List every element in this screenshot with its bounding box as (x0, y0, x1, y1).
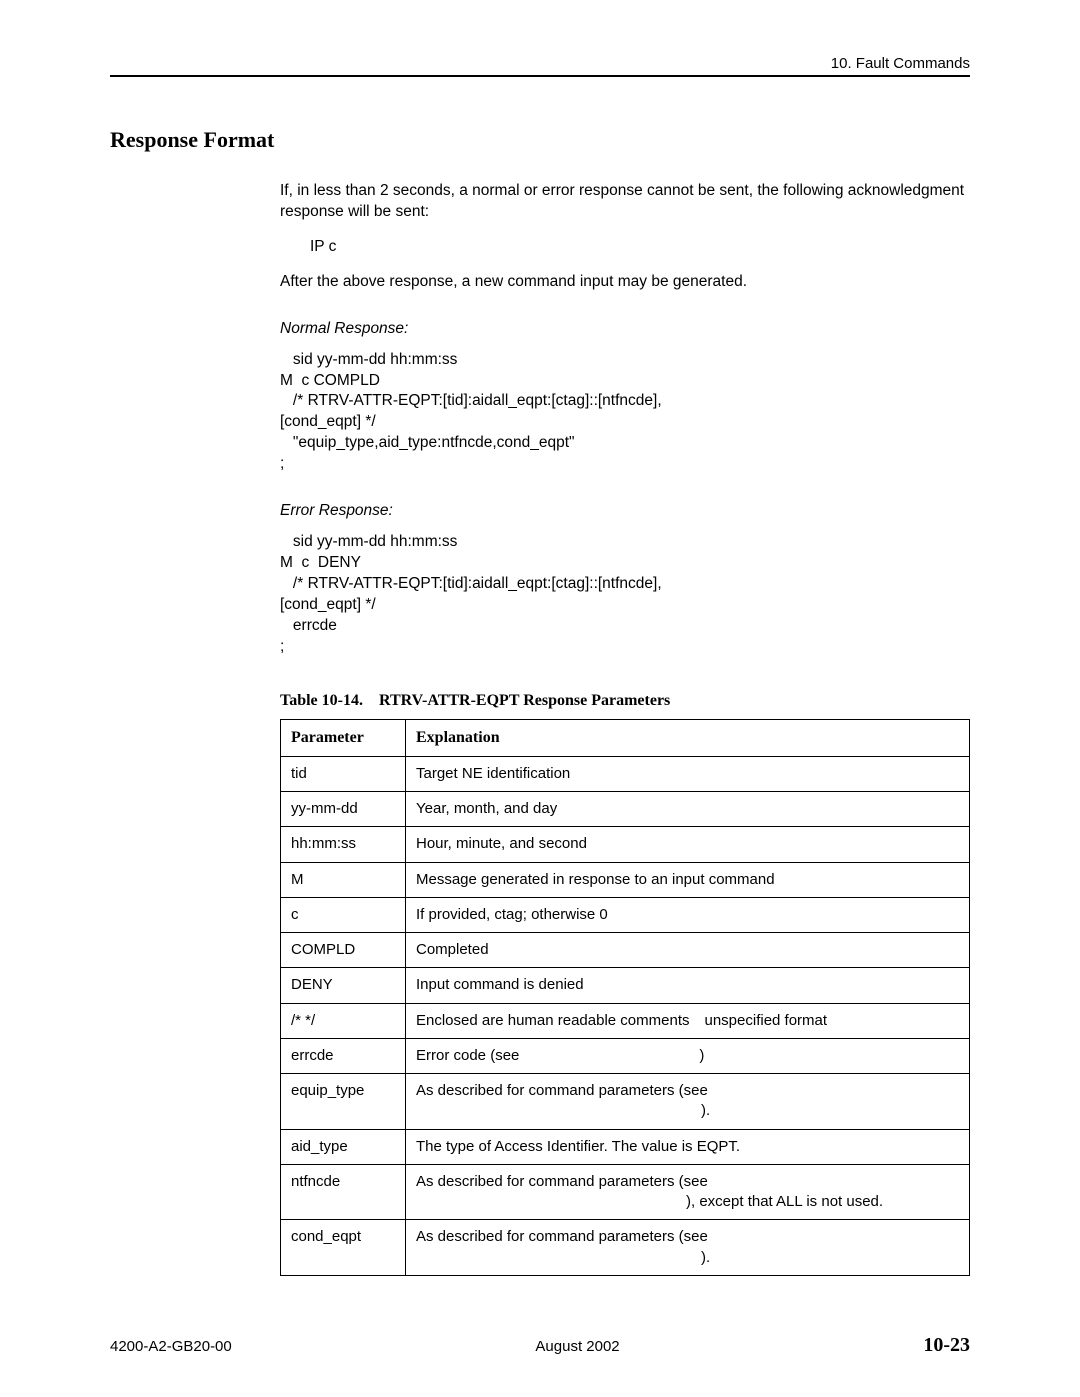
table-row: tidTarget NE identification (281, 756, 970, 791)
table-cell-parameter: aid_type (281, 1129, 406, 1164)
table-row: ntfncdeAs described for command paramete… (281, 1164, 970, 1220)
normal-response-code: sid yy-mm-dd hh:mm:ss M c COMPLD /* RTRV… (280, 350, 970, 476)
body-content: If, in less than 2 seconds, a normal or … (280, 181, 970, 1276)
table-header-parameter: Parameter (281, 720, 406, 757)
table-cell-parameter: yy-mm-dd (281, 792, 406, 827)
response-parameters-table: Parameter Explanation tidTarget NE ident… (280, 719, 970, 1276)
table-cell-explanation: Target NE identification (406, 756, 970, 791)
table-cell-parameter: cond_eqpt (281, 1220, 406, 1276)
table-cell-parameter: hh:mm:ss (281, 827, 406, 862)
table-cell-explanation: Error code (see ) (406, 1038, 970, 1073)
error-response-code: sid yy-mm-dd hh:mm:ss M c DENY /* RTRV-A… (280, 532, 970, 658)
footer-doc-id: 4200-A2-GB20-00 (110, 1338, 232, 1355)
table-cell-parameter: M (281, 862, 406, 897)
table-row: cIf provided, ctag; otherwise 0 (281, 897, 970, 932)
table-row: hh:mm:ssHour, minute, and second (281, 827, 970, 862)
table-header-row: Parameter Explanation (281, 720, 970, 757)
table-cell-explanation: Completed (406, 933, 970, 968)
table-cell-explanation: As described for command parameters (see… (406, 1074, 970, 1130)
ack-response-code: IP c (310, 237, 970, 258)
table-cell-explanation: Hour, minute, and second (406, 827, 970, 862)
table-cell-explanation: As described for command parameters (see… (406, 1164, 970, 1220)
footer-date: August 2002 (535, 1338, 619, 1355)
table-cell-parameter: DENY (281, 968, 406, 1003)
table-cell-parameter: errcde (281, 1038, 406, 1073)
table-row: yy-mm-ddYear, month, and day (281, 792, 970, 827)
table-header-explanation: Explanation (406, 720, 970, 757)
error-response-label: Error Response: (280, 501, 970, 522)
table-cell-parameter: tid (281, 756, 406, 791)
table-cell-parameter: /* */ (281, 1003, 406, 1038)
table-row: aid_typeThe type of Access Identifier. T… (281, 1129, 970, 1164)
chapter-label: 10. Fault Commands (831, 55, 970, 72)
intro-paragraph: If, in less than 2 seconds, a normal or … (280, 181, 970, 223)
table-row: equip_typeAs described for command param… (281, 1074, 970, 1130)
page-header: 10. Fault Commands (110, 55, 970, 77)
table-cell-parameter: ntfncde (281, 1164, 406, 1220)
normal-response-label: Normal Response: (280, 319, 970, 340)
table-row: /* */Enclosed are human readable comment… (281, 1003, 970, 1038)
table-row: COMPLDCompleted (281, 933, 970, 968)
after-paragraph: After the above response, a new command … (280, 272, 970, 293)
table-row: cond_eqptAs described for command parame… (281, 1220, 970, 1276)
table-cell-explanation: Year, month, and day (406, 792, 970, 827)
table-cell-explanation: If provided, ctag; otherwise 0 (406, 897, 970, 932)
table-row: MMessage generated in response to an inp… (281, 862, 970, 897)
table-cell-parameter: equip_type (281, 1074, 406, 1130)
table-row: DENYInput command is denied (281, 968, 970, 1003)
footer-page-number: 10-23 (923, 1334, 970, 1357)
table-cell-parameter: c (281, 897, 406, 932)
table-cell-parameter: COMPLD (281, 933, 406, 968)
table-caption: Table 10-14. RTRV-ATTR-EQPT Response Par… (280, 690, 970, 712)
table-cell-explanation: Message generated in response to an inpu… (406, 862, 970, 897)
section-title: Response Format (110, 127, 970, 153)
table-cell-explanation: Input command is denied (406, 968, 970, 1003)
table-row: errcdeError code (see ) (281, 1038, 970, 1073)
page-footer: 4200-A2-GB20-00 August 2002 10-23 (110, 1334, 970, 1357)
table-cell-explanation: Enclosed are human readable comments uns… (406, 1003, 970, 1038)
table-cell-explanation: The type of Access Identifier. The value… (406, 1129, 970, 1164)
table-cell-explanation: As described for command parameters (see… (406, 1220, 970, 1276)
